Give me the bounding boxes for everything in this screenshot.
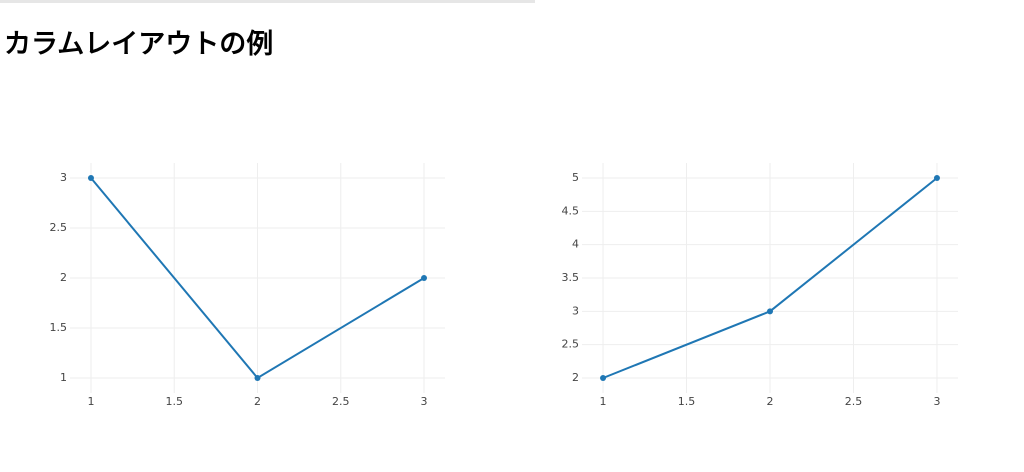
y-tick-label: 3: [572, 304, 579, 317]
y-tick-label: 1.5: [50, 321, 68, 334]
x-tick-label: 3: [933, 395, 940, 408]
y-tick-label: 2.5: [50, 221, 68, 234]
y-tick-label: 1: [60, 371, 67, 384]
x-tick-label: 1: [87, 395, 94, 408]
y-tick-label: 5: [572, 171, 579, 184]
y-tick-label: 3.5: [562, 271, 580, 284]
y-tick-label: 2: [60, 271, 67, 284]
y-tick-label: 3: [60, 171, 67, 184]
x-tick-label: 1.5: [678, 395, 696, 408]
point: [767, 308, 773, 315]
point: [933, 175, 940, 181]
page-title: カラムレイアウトの例: [4, 29, 274, 60]
y-tick-label: 4.5: [562, 204, 580, 217]
x-tick-label: 2.5: [845, 395, 863, 408]
point: [87, 175, 94, 181]
x-tick-label: 2.5: [332, 395, 350, 408]
x-tick-label: 3: [421, 395, 428, 408]
point: [600, 375, 607, 381]
x-tick-label: 2: [767, 395, 774, 408]
point: [254, 375, 261, 381]
y-tick-label: 2: [572, 371, 579, 384]
x-tick-label: 1: [600, 395, 607, 408]
point: [421, 275, 428, 281]
x-tick-label: 1.5: [165, 395, 183, 408]
y-tick-label: 4: [572, 238, 579, 251]
top-bar: [0, 0, 535, 3]
y-tick-label: 2.5: [562, 338, 580, 351]
x-tick-label: 2: [254, 395, 261, 408]
